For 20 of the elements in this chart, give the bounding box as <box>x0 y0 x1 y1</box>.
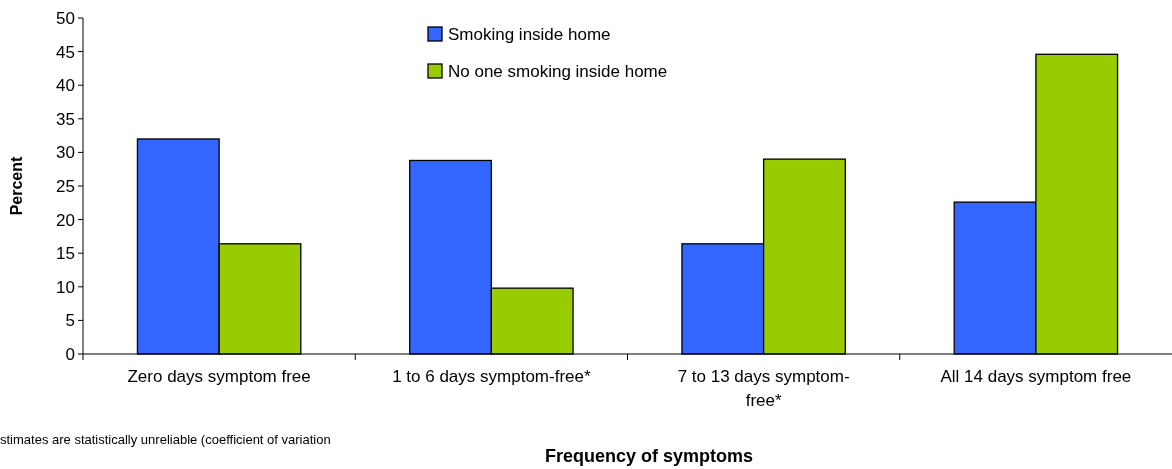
y-tick-label: 50 <box>56 8 75 28</box>
x-tick-label: All 14 days symptom free <box>940 367 1132 386</box>
legend-label: No one smoking inside home <box>448 61 668 81</box>
y-tick-label: 45 <box>56 42 75 62</box>
y-tick-label: 10 <box>56 277 75 297</box>
x-tick-label: 1 to 6 days symptom-free* <box>392 367 591 386</box>
legend-label: Smoking inside home <box>448 24 611 44</box>
x-axis-title: Frequency of symptoms <box>545 446 754 466</box>
y-tick-label: 20 <box>56 210 75 230</box>
y-tick-label: 5 <box>65 311 75 331</box>
y-tick-label: 40 <box>56 76 75 96</box>
y-tick-label: 30 <box>56 143 75 163</box>
y-tick-label: 25 <box>56 176 75 196</box>
text: stimates are statistically unreliable (coefficient of variation <box>0 432 331 447</box>
y-tick-label: 15 <box>56 244 75 264</box>
y-tick-label: 0 <box>65 344 75 364</box>
x-tick-label: 7 to 13 days symptom-free* <box>677 367 850 410</box>
y-tick-label: 35 <box>56 109 75 129</box>
x-tick-label: Zero days symptom free <box>127 367 311 386</box>
y-axis-title: Percent <box>8 155 25 216</box>
